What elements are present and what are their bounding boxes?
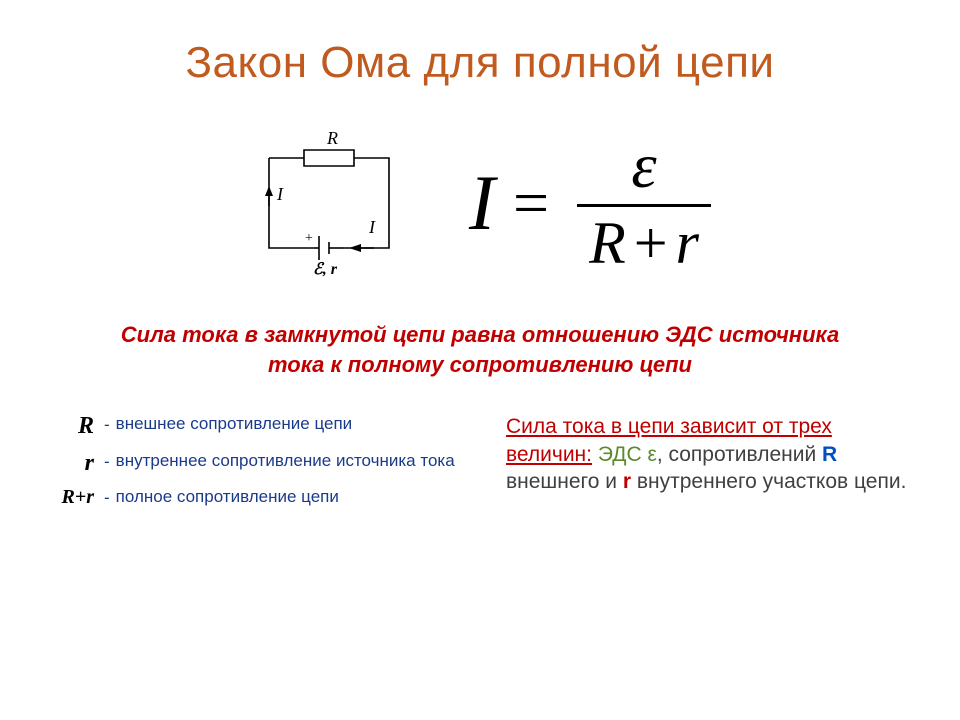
def-symbol: r	[46, 450, 104, 476]
circuit-label-source: ℰ, r	[313, 261, 338, 278]
def-text: внутреннее сопротивление источника тока	[116, 450, 476, 471]
def-dash: -	[104, 486, 116, 510]
def-dash: -	[104, 450, 116, 474]
circuit-diagram: R I I + ℰ, r	[249, 128, 409, 278]
def-dash: -	[104, 413, 116, 437]
summary-eds: ЭДС ε	[592, 443, 657, 466]
circuit-label-I-left: I	[276, 184, 284, 204]
def-row: R - внешнее сопротивление цепи	[46, 413, 476, 439]
def-text: полное сопротивление цепи	[116, 486, 476, 507]
formula-lhs: I	[469, 158, 495, 248]
formula-row: R I I + ℰ, r I = ε R+r	[0, 128, 960, 278]
summary-text: Сила тока в цепи зависит от трех величин…	[506, 413, 920, 520]
def-text: внешнее сопротивление цепи	[116, 413, 476, 434]
def-row: R+r - полное сопротивление цепи	[46, 486, 476, 510]
circuit-label-R: R	[326, 128, 338, 148]
formula-den-r: r	[676, 210, 699, 276]
summary-plain: внешнего и	[506, 470, 623, 493]
bottom-section: R - внешнее сопротивление цепи r - внутр…	[0, 413, 960, 520]
law-statement: Сила тока в замкнутой цепи равна отношен…	[100, 320, 860, 379]
def-row: r - внутреннее сопротивление источника т…	[46, 450, 476, 476]
def-symbol: R	[46, 413, 104, 439]
formula-fraction: ε R+r	[577, 134, 711, 273]
summary-r: r	[623, 470, 631, 493]
slide-title: Закон Ома для полной цепи	[0, 0, 960, 88]
main-formula: I = ε R+r	[469, 134, 711, 273]
formula-den-plus: +	[626, 210, 676, 276]
circuit-label-plus: +	[305, 231, 313, 246]
def-symbol: R+r	[46, 486, 104, 508]
formula-numerator: ε	[631, 134, 656, 204]
formula-denominator: R+r	[577, 204, 711, 273]
formula-equals: =	[513, 166, 549, 240]
summary-plain: , сопротивлений	[657, 443, 822, 466]
formula-den-R: R	[589, 210, 626, 276]
definitions-list: R - внешнее сопротивление цепи r - внутр…	[46, 413, 476, 520]
circuit-label-I-right: I	[368, 217, 376, 237]
summary-R: R	[822, 443, 837, 466]
summary-plain: внутреннего участков цепи.	[631, 470, 906, 493]
